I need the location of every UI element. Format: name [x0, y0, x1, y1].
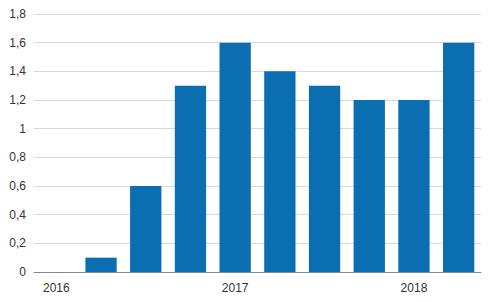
svg-text:1,8: 1,8 [9, 7, 26, 21]
svg-text:2017: 2017 [222, 281, 249, 295]
svg-text:0,4: 0,4 [9, 208, 26, 222]
svg-text:0,6: 0,6 [9, 179, 26, 193]
svg-text:0: 0 [19, 265, 26, 279]
svg-text:2016: 2016 [43, 281, 70, 295]
svg-text:0,8: 0,8 [9, 150, 26, 164]
svg-text:0,2: 0,2 [9, 236, 26, 250]
svg-text:1,2: 1,2 [9, 93, 26, 107]
svg-text:1,6: 1,6 [9, 36, 26, 50]
svg-text:1,4: 1,4 [9, 64, 26, 78]
svg-text:1: 1 [19, 122, 26, 136]
svg-text:2018: 2018 [401, 281, 428, 295]
